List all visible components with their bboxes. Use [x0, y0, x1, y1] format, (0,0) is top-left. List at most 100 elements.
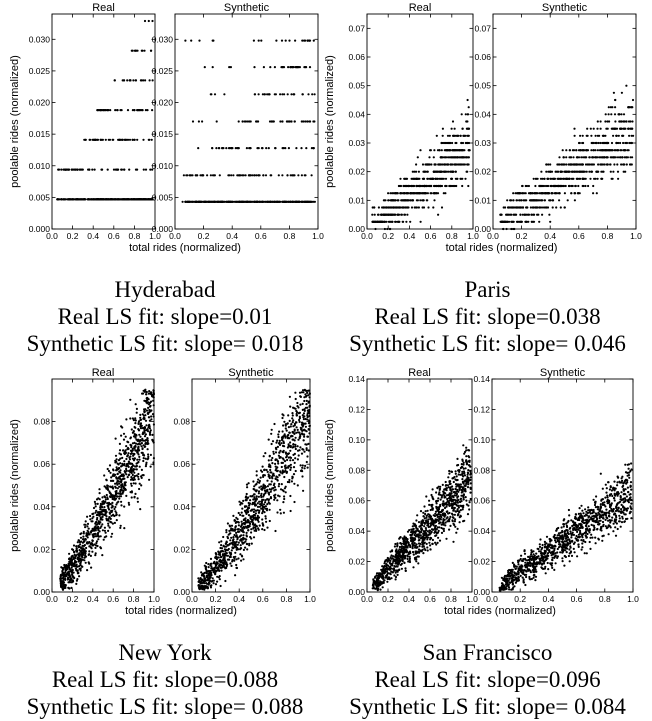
scatter-point — [277, 435, 280, 439]
scatter-point — [277, 462, 280, 465]
scatter-point — [567, 163, 570, 166]
scatter-point — [199, 577, 202, 581]
scatter-point — [133, 441, 136, 444]
scatter-point — [268, 120, 272, 123]
scatter-point — [84, 554, 87, 557]
scatter-point — [575, 149, 578, 152]
scatter-point — [306, 414, 309, 417]
scatter-point — [588, 163, 591, 166]
scatter-point — [297, 406, 300, 409]
scatter-point — [280, 465, 283, 469]
scatter-point — [245, 505, 248, 508]
scatter-point — [106, 484, 109, 488]
scatter-point — [116, 483, 119, 486]
scatter-point — [263, 503, 266, 506]
scatter-point — [261, 522, 264, 525]
scatter-point — [230, 564, 233, 568]
scatter-point — [307, 394, 310, 397]
scatter-point — [255, 174, 258, 177]
scatter-point — [255, 529, 258, 533]
scatter-point — [283, 433, 286, 436]
scatter-point — [391, 192, 394, 195]
y-tick-label: 0.000 — [152, 224, 174, 234]
scatter-point — [103, 529, 106, 532]
scatter-point — [235, 558, 238, 561]
scatter-point — [602, 170, 605, 173]
scatter-point — [275, 475, 278, 478]
scatter-point — [137, 449, 141, 452]
scatter-point — [261, 487, 264, 490]
scatter-point — [134, 422, 137, 425]
scatter-point — [278, 430, 281, 433]
scatter-point — [125, 445, 128, 448]
scatter-point — [101, 529, 104, 532]
scatter-point — [301, 414, 304, 417]
scatter-point — [112, 168, 116, 171]
scatter-point — [543, 184, 547, 188]
scatter-point — [585, 134, 588, 137]
scatter-point — [549, 220, 552, 223]
scatter-point — [234, 525, 237, 528]
scatter-point — [393, 213, 396, 216]
scatter-point — [450, 127, 453, 130]
scatter-point — [529, 206, 533, 209]
scatter-point — [604, 149, 607, 152]
y-tick-label: 0.02 — [33, 544, 50, 554]
scatter-point — [232, 514, 235, 518]
scatter-point — [286, 174, 289, 177]
scatter-point — [104, 109, 107, 112]
scatter-point — [262, 66, 265, 69]
scatter-point — [94, 511, 97, 514]
scatter-point — [234, 551, 237, 554]
scatter-point — [199, 174, 202, 177]
scatter-point — [258, 479, 261, 483]
scatter-point — [267, 438, 270, 441]
scatter-point — [299, 403, 302, 406]
scatter-point — [525, 206, 528, 209]
scatter-point — [81, 556, 84, 559]
scatter-point — [212, 39, 215, 42]
x-tick-label: 0.8 — [283, 231, 295, 241]
scatter-point — [288, 464, 291, 467]
scatter-point — [303, 399, 306, 403]
scatter-point — [565, 156, 568, 159]
scatter-point — [599, 141, 602, 145]
scatter-point — [280, 442, 283, 445]
scatter-point — [246, 543, 249, 546]
scatter-point — [70, 557, 73, 560]
scatter-point — [433, 192, 436, 195]
scatter-point — [279, 470, 282, 473]
scatter-point — [615, 141, 618, 145]
scatter-point — [409, 199, 412, 202]
scatter-point — [565, 149, 568, 152]
scatter-point — [306, 39, 309, 42]
scatter-point — [99, 502, 102, 505]
scatter-point — [262, 455, 265, 458]
scatter-point — [588, 156, 591, 159]
scatter-point — [629, 156, 632, 159]
scatter-point — [462, 163, 465, 166]
scatter-point — [213, 174, 216, 177]
scatter-point — [133, 457, 136, 460]
scatter-point — [123, 168, 126, 171]
scatter-point — [458, 149, 461, 152]
scatter-point — [99, 526, 102, 530]
scatter-point — [281, 461, 284, 464]
y-tick-label: 0.010 — [29, 161, 51, 171]
scatter-point — [112, 479, 115, 482]
scatter-point — [116, 109, 119, 112]
scatter-point — [619, 141, 622, 145]
scatter-point — [223, 93, 226, 96]
scatter-point — [188, 174, 191, 177]
scatter-point — [136, 500, 139, 503]
scatter-point — [237, 557, 240, 560]
scatter-point — [221, 553, 224, 556]
x-tick-label: 0.6 — [573, 231, 585, 241]
scatter-point — [270, 471, 273, 474]
scatter-point — [575, 156, 579, 159]
scatter-point — [240, 501, 243, 505]
scatter-point — [72, 575, 75, 578]
scatter-point — [252, 498, 255, 501]
scatter-point — [147, 453, 150, 456]
scatter-point — [376, 220, 379, 223]
